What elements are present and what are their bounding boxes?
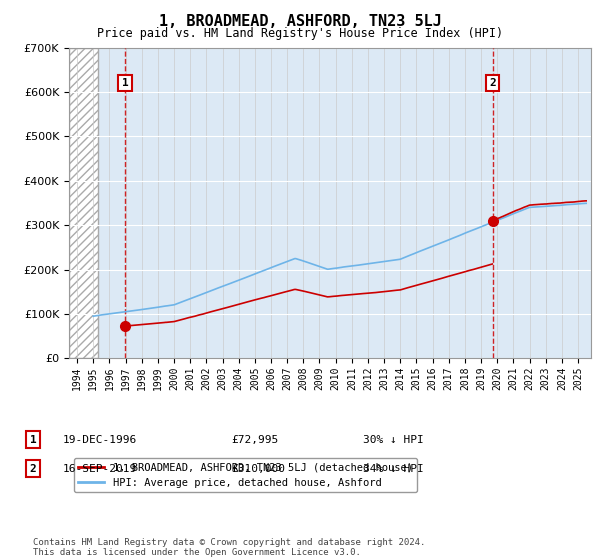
Text: 1, BROADMEAD, ASHFORD, TN23 5LJ: 1, BROADMEAD, ASHFORD, TN23 5LJ bbox=[158, 14, 442, 29]
Text: 34% ↓ HPI: 34% ↓ HPI bbox=[363, 464, 424, 474]
Text: £72,995: £72,995 bbox=[231, 435, 278, 445]
Text: Contains HM Land Registry data © Crown copyright and database right 2024.
This d: Contains HM Land Registry data © Crown c… bbox=[33, 538, 425, 557]
Text: 1: 1 bbox=[122, 78, 128, 88]
Text: 16-SEP-2019: 16-SEP-2019 bbox=[63, 464, 137, 474]
Text: £310,000: £310,000 bbox=[231, 464, 285, 474]
Text: Price paid vs. HM Land Registry's House Price Index (HPI): Price paid vs. HM Land Registry's House … bbox=[97, 27, 503, 40]
Text: 2: 2 bbox=[489, 78, 496, 88]
Legend: 1, BROADMEAD, ASHFORD, TN23 5LJ (detached house), HPI: Average price, detached h: 1, BROADMEAD, ASHFORD, TN23 5LJ (detache… bbox=[74, 459, 417, 492]
Bar bbox=[69, 48, 98, 358]
Text: 30% ↓ HPI: 30% ↓ HPI bbox=[363, 435, 424, 445]
Text: 2: 2 bbox=[29, 464, 37, 474]
Text: 1: 1 bbox=[29, 435, 37, 445]
Text: 19-DEC-1996: 19-DEC-1996 bbox=[63, 435, 137, 445]
